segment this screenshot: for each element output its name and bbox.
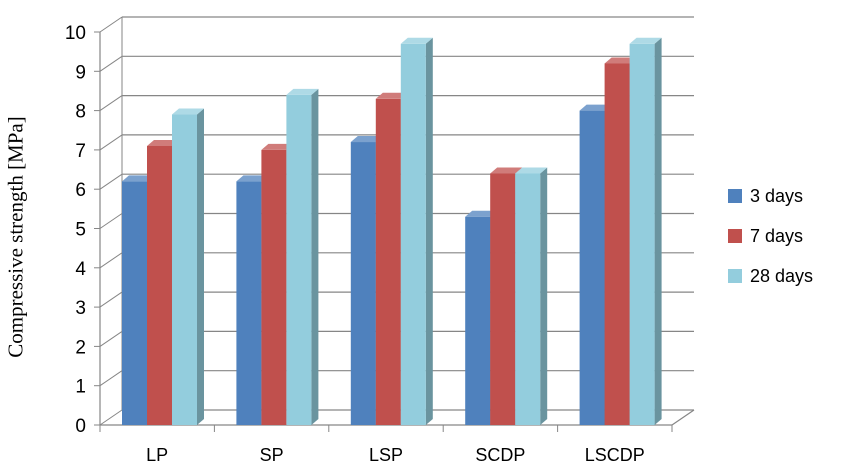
gridline-diagonal (99, 252, 123, 269)
y-tick-label: 1 (75, 377, 86, 398)
y-tick-label: 9 (75, 62, 86, 83)
bar-front (122, 181, 147, 425)
bar-top (579, 104, 612, 111)
y-tick-label: 6 (75, 180, 86, 201)
bars (122, 37, 662, 426)
bar-top (236, 175, 269, 182)
y-tick-label: 4 (75, 259, 86, 280)
y-tick-label: 0 (75, 416, 86, 437)
legend-label: 28 days (750, 265, 814, 286)
gridline-diagonal (99, 330, 123, 347)
bar-front (375, 98, 401, 425)
bar-front (604, 63, 630, 425)
gridline-diagonal (99, 409, 123, 426)
legend-swatch (728, 189, 742, 203)
x-tick-label: LSP (369, 445, 403, 465)
gridline-diagonal (99, 134, 123, 151)
gridline-diagonal (99, 16, 123, 33)
bar-front (400, 43, 426, 425)
bar-top (147, 139, 179, 146)
legend-swatch (728, 269, 742, 283)
bar-top (400, 37, 433, 44)
bar-top (629, 37, 662, 44)
bar-front (629, 43, 655, 425)
bar-lp-28-days (172, 108, 204, 425)
bar-lsp-28-days (400, 37, 433, 425)
floor-edge (671, 409, 695, 426)
bar-front (286, 94, 312, 425)
y-tick-label: 5 (75, 220, 86, 241)
legend-item-28-days: 28 days (728, 264, 813, 288)
bar-front (490, 173, 516, 425)
bar-lscdp-28-days (629, 37, 662, 425)
legend-item-7-days: 7 days (728, 224, 813, 248)
x-tick-labels: LP SP LSP SCDP LSCDP (146, 445, 645, 465)
legend-label: 3 days (750, 185, 804, 206)
bar-top (515, 167, 548, 174)
bar-top (604, 57, 637, 64)
bar-scdp-28-days (515, 167, 548, 426)
y-tick-label: 2 (75, 337, 86, 358)
bar-top (122, 175, 154, 182)
bar-side (197, 108, 204, 425)
legend-label: 7 days (750, 225, 804, 246)
gridline-diagonal (99, 95, 123, 112)
y-tick-label: 10 (65, 23, 86, 44)
bar-front (236, 181, 262, 425)
gridline-diagonal (99, 370, 123, 387)
bar-front (579, 110, 605, 425)
bar-top (172, 108, 204, 115)
bar-side (654, 37, 662, 425)
bar-side (540, 167, 548, 426)
bar-front (172, 114, 197, 425)
bar-sp-28-days (286, 88, 319, 425)
x-tick-label: SP (260, 445, 284, 465)
bar-side (311, 88, 319, 425)
bar-front (147, 145, 172, 425)
bar-front (465, 216, 491, 425)
y-axis-label: Compressive strength [MPa] (3, 116, 28, 358)
bar-top (350, 136, 383, 143)
legend: 3 days 7 days 28 days (728, 184, 813, 304)
legend-item-3-days: 3 days (728, 184, 813, 208)
bar-top (490, 167, 523, 174)
bar-front (515, 173, 541, 425)
y-tick-label: 3 (75, 298, 86, 319)
legend-swatch (728, 229, 742, 243)
bar-front (350, 142, 376, 426)
x-tick-label: LP (146, 445, 168, 465)
bar-front (261, 149, 287, 425)
x-tick-label: LSCDP (585, 445, 645, 465)
x-tick-label: SCDP (475, 445, 525, 465)
gridline-diagonal (99, 173, 123, 190)
bar-top (375, 92, 408, 99)
gridline-diagonal (99, 291, 123, 308)
bar-side (425, 37, 433, 425)
y-tick-labels: 0 1 2 3 4 5 6 7 8 9 10 (65, 23, 87, 437)
bar-top (286, 88, 319, 95)
bar-top (465, 210, 498, 217)
y-tick-label: 7 (75, 141, 86, 162)
bar-top (261, 143, 294, 150)
y-tick-label: 8 (75, 102, 86, 123)
gridline-diagonal (99, 213, 123, 229)
gridline-diagonal (99, 55, 123, 72)
